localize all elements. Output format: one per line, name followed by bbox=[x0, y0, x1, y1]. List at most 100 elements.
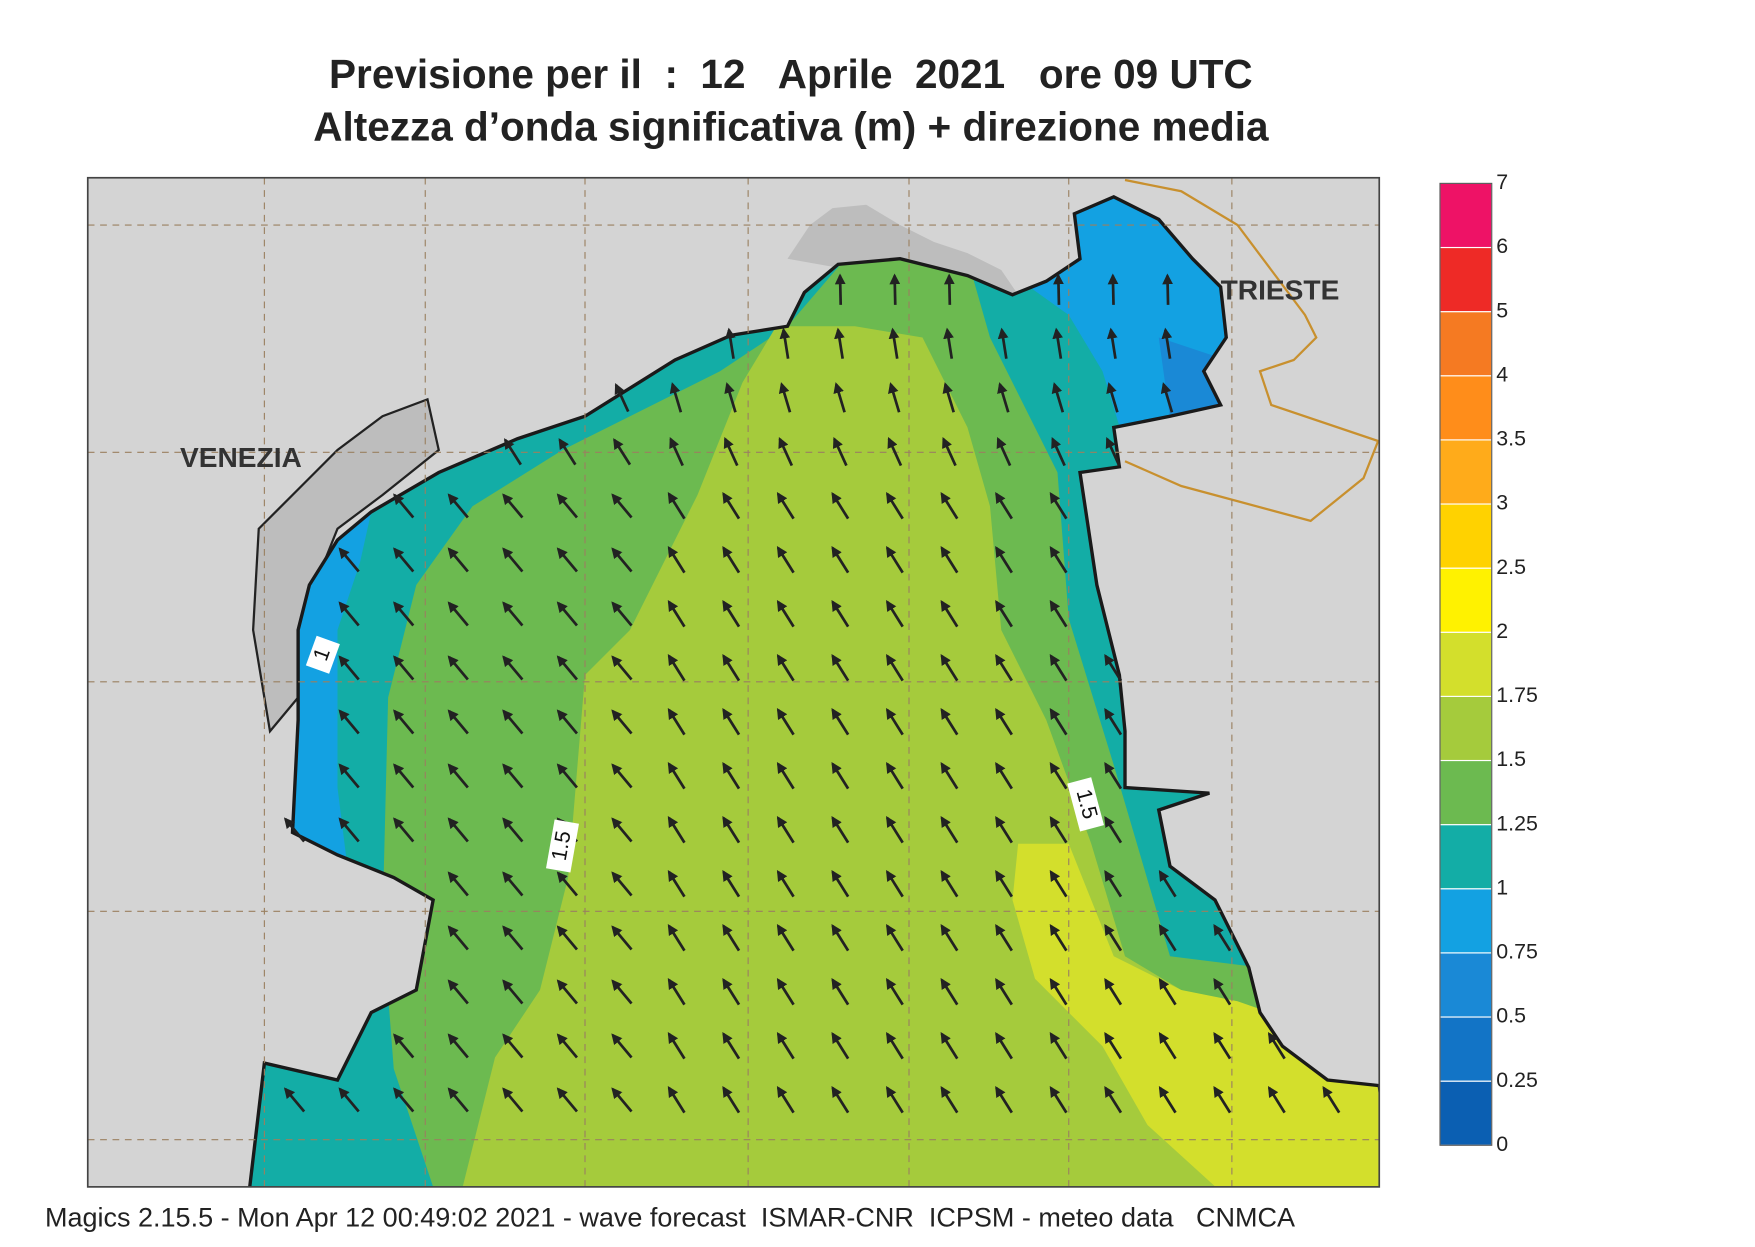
arrow bbox=[393, 817, 415, 843]
arrow bbox=[1158, 1032, 1177, 1060]
arrow bbox=[611, 655, 633, 681]
arrow bbox=[776, 762, 795, 790]
arrow bbox=[776, 600, 795, 628]
arrow bbox=[1104, 924, 1123, 952]
arrow bbox=[886, 816, 904, 844]
arrow bbox=[667, 654, 686, 682]
colorbar-label: 0.5 bbox=[1496, 1004, 1526, 1028]
colorbar-label: 2 bbox=[1496, 619, 1508, 643]
arrow bbox=[886, 492, 904, 520]
arrow bbox=[502, 925, 524, 951]
arrow bbox=[888, 327, 900, 359]
arrow bbox=[502, 601, 524, 627]
arrow bbox=[611, 817, 633, 843]
arrow bbox=[667, 1086, 686, 1114]
arrow bbox=[940, 978, 959, 1006]
arrow bbox=[722, 492, 741, 520]
arrow bbox=[1104, 1032, 1123, 1060]
colorbar-label: 6 bbox=[1496, 234, 1508, 258]
arrow bbox=[669, 382, 683, 413]
arrow bbox=[283, 817, 306, 843]
arrow bbox=[778, 436, 794, 467]
arrow bbox=[338, 763, 360, 789]
arrow bbox=[611, 979, 633, 1005]
arrow bbox=[940, 816, 959, 844]
arrow bbox=[886, 1086, 904, 1114]
arrow bbox=[886, 924, 904, 952]
arrow bbox=[831, 1032, 850, 1060]
arrow bbox=[1213, 924, 1232, 952]
arrow bbox=[831, 816, 850, 844]
arrow bbox=[722, 816, 741, 844]
arrow bbox=[393, 547, 415, 573]
arrow bbox=[667, 600, 686, 628]
arrow bbox=[776, 1032, 795, 1060]
arrow bbox=[447, 1033, 469, 1059]
arrow bbox=[997, 327, 1009, 359]
arrow bbox=[722, 1032, 741, 1060]
arrow bbox=[831, 492, 850, 520]
arrow bbox=[611, 763, 633, 789]
arrow bbox=[556, 655, 578, 681]
arrow bbox=[447, 601, 469, 627]
arrow bbox=[447, 709, 469, 735]
arrow bbox=[556, 709, 578, 735]
footer: Magics 2.15.5 - Mon Apr 12 00:49:02 2021… bbox=[45, 1202, 1295, 1232]
arrow bbox=[776, 978, 795, 1006]
colorbar-label: 1.75 bbox=[1496, 683, 1538, 707]
arrow bbox=[611, 547, 633, 573]
arrow bbox=[558, 438, 577, 466]
colorbar-label: 3 bbox=[1496, 491, 1508, 515]
arrow bbox=[1049, 654, 1068, 682]
arrow bbox=[995, 546, 1013, 574]
arrow bbox=[1104, 1086, 1123, 1114]
arrow bbox=[1107, 273, 1119, 305]
arrow bbox=[502, 979, 524, 1005]
arrow bbox=[502, 493, 524, 519]
arrow bbox=[667, 1032, 686, 1060]
colorbar-label: 3.5 bbox=[1496, 427, 1526, 451]
arrow bbox=[611, 1033, 633, 1059]
arrow bbox=[831, 1086, 850, 1114]
colorbar-label: 4 bbox=[1496, 362, 1508, 386]
arrow bbox=[393, 1087, 415, 1113]
arrow bbox=[1213, 1086, 1232, 1114]
arrow bbox=[447, 871, 469, 897]
arrow bbox=[776, 708, 795, 736]
map-frame bbox=[86, 176, 1381, 1188]
arrow bbox=[504, 438, 522, 466]
arrow bbox=[995, 870, 1013, 898]
arrow bbox=[556, 547, 578, 573]
colorbar-band bbox=[1439, 503, 1493, 569]
arrow bbox=[447, 493, 469, 519]
contour-label: 1.5 bbox=[1067, 777, 1104, 832]
arrow bbox=[997, 382, 1010, 413]
arrow bbox=[886, 546, 904, 574]
arrow bbox=[887, 436, 903, 467]
arrow bbox=[338, 601, 360, 627]
arrow bbox=[722, 654, 741, 682]
arrow bbox=[722, 600, 741, 628]
arrow bbox=[1052, 327, 1064, 359]
arrow bbox=[1213, 978, 1232, 1006]
arrow bbox=[995, 924, 1013, 952]
arrow bbox=[1158, 924, 1177, 952]
arrow bbox=[338, 709, 360, 735]
arrow bbox=[889, 273, 901, 305]
arrow bbox=[667, 492, 686, 520]
arrow bbox=[995, 600, 1013, 628]
border bbox=[1124, 178, 1380, 523]
arrow bbox=[776, 870, 795, 898]
arrow bbox=[447, 547, 469, 573]
arrow bbox=[724, 382, 737, 413]
arrow bbox=[1104, 978, 1123, 1006]
arrow bbox=[556, 601, 578, 627]
arrow bbox=[888, 382, 901, 413]
arrow bbox=[1160, 382, 1174, 413]
arrow bbox=[1051, 436, 1066, 467]
contour-label: 1.5 bbox=[546, 819, 579, 873]
arrow bbox=[886, 870, 904, 898]
colorbar: 0 0.25 0.5 0.75 1 1.25 1.5 1.75 2 2.5 3 3.5 4 5 6 7 bbox=[1439, 170, 1538, 1156]
arrow bbox=[995, 708, 1013, 736]
